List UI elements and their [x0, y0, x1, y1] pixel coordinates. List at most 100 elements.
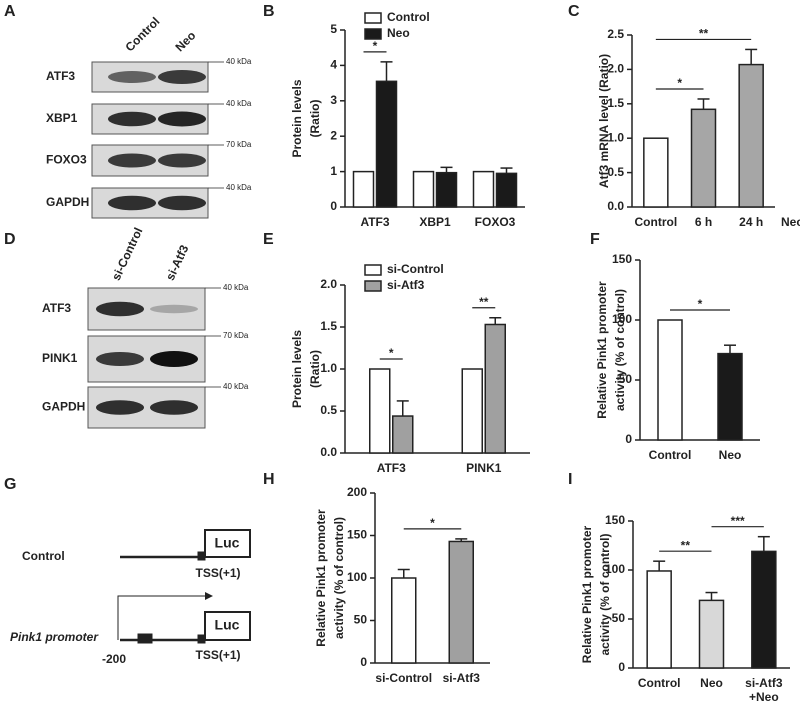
construct-label: Control: [22, 549, 65, 563]
x-tick-label: si-Atf3: [443, 671, 481, 685]
panel-letter: H: [263, 471, 275, 488]
y-tick-label: 4: [330, 58, 337, 72]
bar: [495, 172, 518, 208]
panel-letter: B: [263, 3, 275, 20]
x-tick-label: Control: [649, 448, 692, 462]
protein-label: PINK1: [42, 351, 78, 365]
panel-letter: D: [4, 231, 16, 248]
x-note: Neo: [781, 215, 800, 229]
y-tick-label: 2.0: [320, 277, 337, 291]
x-tick-label: 24 h: [739, 215, 763, 229]
blot-band: [158, 70, 206, 84]
bar: [435, 171, 458, 208]
bar: [643, 137, 669, 208]
legend-swatch: [364, 12, 382, 24]
y-axis-label: (Ratio): [308, 100, 322, 138]
y-tick-label: 0: [625, 432, 632, 446]
tss-box: [197, 634, 206, 644]
sig-label: *: [373, 39, 378, 53]
y-tick-label: 3: [330, 93, 337, 107]
marker-label: 70 kDa: [223, 331, 249, 340]
promoter-element: [137, 633, 153, 644]
y-tick-label: 1: [330, 164, 337, 178]
bar: [698, 599, 725, 669]
start-label: -200: [102, 652, 126, 666]
blot-band: [108, 195, 156, 211]
legend-label: Neo: [387, 26, 410, 40]
y-tick-label: 100: [347, 570, 367, 584]
luc-box: [204, 529, 251, 558]
y-axis-label: activity (% of control): [332, 517, 346, 639]
y-tick-label: 0.5: [607, 165, 624, 179]
y-tick-label: 1.5: [607, 96, 624, 110]
y-axis-label: Atf3 mRNA level (Ratio): [597, 54, 611, 188]
y-tick-label: 50: [612, 611, 626, 625]
x-tick-label: Neo: [719, 448, 742, 462]
y-axis-label: (Ratio): [308, 350, 322, 388]
y-tick-label: 1.0: [320, 361, 337, 375]
blot-band: [96, 301, 144, 317]
y-axis-label: Relative Pink1 promoter: [595, 281, 609, 419]
x-tick-label: ATF3: [377, 461, 406, 475]
bar: [484, 323, 506, 454]
x-tick-label: Neo: [700, 676, 723, 690]
legend-label: si-Atf3: [387, 278, 425, 292]
construct-label: Pink1 promoter: [10, 630, 99, 644]
lane-label: Control: [122, 14, 162, 54]
y-tick-label: 150: [612, 252, 632, 266]
y-axis-label: Protein levels: [290, 79, 304, 157]
protein-label: ATF3: [46, 69, 75, 83]
marker-label: 40 kDa: [223, 283, 249, 292]
bar: [448, 540, 474, 664]
tss-label: TSS(+1): [195, 648, 240, 662]
y-tick-label: 2.5: [607, 27, 624, 41]
y-tick-label: 100: [612, 312, 632, 326]
protein-label: ATF3: [42, 301, 71, 315]
x-tick-label: 6 h: [695, 215, 712, 229]
y-axis-label: Relative Pink1 promoter: [580, 525, 594, 663]
blot-band: [158, 195, 206, 211]
lane-label: si-Control: [109, 225, 146, 282]
legend-swatch: [364, 28, 382, 40]
diagram: [117, 529, 251, 644]
x-tick-label: +Neo: [749, 690, 779, 703]
sig-label: **: [699, 27, 709, 41]
panel-letter: F: [590, 231, 600, 248]
marker-label: 40 kDa: [223, 382, 249, 391]
y-tick-label: 0: [360, 655, 367, 669]
luc-box: [204, 611, 251, 641]
bar: [690, 108, 717, 208]
reporter-label: Luc: [215, 535, 240, 551]
y-tick-label: 0.0: [607, 199, 624, 213]
bar: [391, 577, 417, 664]
marker-label: 40 kDa: [226, 183, 252, 192]
blot-band: [108, 111, 156, 127]
panel-letter: G: [4, 476, 16, 493]
x-tick-label: XBP1: [419, 215, 451, 229]
x-tick-label: FOXO3: [475, 215, 516, 229]
bar: [738, 63, 764, 208]
blot-band: [158, 111, 206, 127]
blot-band: [150, 304, 198, 314]
y-axis-label: activity (% of control): [613, 289, 627, 411]
legend-label: Control: [387, 10, 430, 24]
y-axis-label: activity (% of control): [598, 533, 612, 655]
blot-band: [158, 153, 206, 168]
lane-label: si-Atf3: [163, 243, 192, 283]
panel-letter: I: [568, 471, 572, 488]
tss-box: [197, 551, 206, 561]
sig-label: *: [430, 516, 435, 530]
y-tick-label: 150: [347, 528, 367, 542]
y-tick-label: 150: [605, 513, 625, 527]
y-tick-label: 0: [618, 660, 625, 674]
bar: [369, 368, 391, 454]
lane-label: Neo: [172, 28, 198, 54]
bar: [412, 170, 435, 208]
y-tick-label: 200: [347, 485, 367, 499]
y-axis-label: Relative Pink1 promoter: [314, 509, 328, 647]
bar: [717, 352, 743, 441]
marker-label: 70 kDa: [226, 140, 252, 149]
panel-letter: C: [568, 3, 580, 20]
x-tick-label: si-Control: [375, 671, 432, 685]
marker-label: 40 kDa: [226, 99, 252, 108]
